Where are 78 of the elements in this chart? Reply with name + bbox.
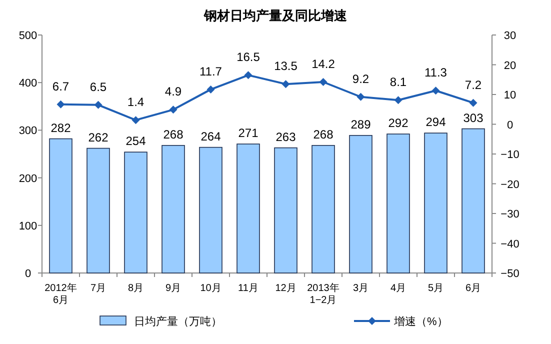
data-label: 282 <box>50 120 72 135</box>
data-label: 4.9 <box>164 84 182 99</box>
x-tick-label: 12月 <box>275 283 296 294</box>
data-label: 11.7 <box>200 64 222 78</box>
x-tick-label: 11月 <box>238 283 258 294</box>
data-label: 254 <box>126 134 146 148</box>
x-tick-label: 2013年 1−2月 <box>307 282 340 306</box>
data-label: 294 <box>426 115 446 130</box>
data-label: 268 <box>313 127 334 142</box>
data-label: 1.4 <box>127 95 144 110</box>
legend-label: 增速（%） <box>393 315 448 328</box>
data-label: 16.5 <box>236 50 260 64</box>
x-tick-label: 4月 <box>390 283 406 294</box>
data-label: 11.3 <box>424 66 448 80</box>
bar <box>424 132 448 274</box>
bar <box>49 138 72 274</box>
point <box>469 98 478 107</box>
bar <box>274 147 298 274</box>
x-tick-label: 10月 <box>200 283 222 294</box>
x-tick-label: 7月 <box>90 283 106 294</box>
point <box>94 100 102 109</box>
y2-tick-label: −40 <box>500 238 520 250</box>
x-tick-label: 8月 <box>128 283 144 294</box>
bar <box>386 134 410 274</box>
legend-label: 日均产量（万吨） <box>134 315 222 328</box>
bar <box>312 145 335 274</box>
bar <box>349 135 372 274</box>
y-tick-label: 100 <box>18 220 38 232</box>
data-label: 9.2 <box>352 72 370 86</box>
point <box>356 92 365 101</box>
y-tick-label: 300 <box>18 125 38 138</box>
chart-title: 钢材日均产量及同比增速 <box>203 8 348 23</box>
data-label: 292 <box>388 116 409 130</box>
y2-tick-label: −30 <box>500 208 520 220</box>
data-label: 8.1 <box>390 75 407 90</box>
point <box>206 85 215 94</box>
y2-tick-label: 10 <box>504 90 516 102</box>
x-tick-label: 9月 <box>165 283 182 294</box>
y-tick-label: 500 <box>18 30 38 42</box>
y2-tick-label: −50 <box>500 268 520 280</box>
bar <box>236 144 260 274</box>
bar <box>199 146 222 274</box>
bar <box>462 128 485 274</box>
point <box>394 96 402 104</box>
data-label: 289 <box>350 117 372 132</box>
y2-tick-label: 20 <box>504 60 516 72</box>
data-label: 262 <box>88 130 109 144</box>
y-tick-label: 200 <box>18 172 38 185</box>
point <box>432 86 440 95</box>
data-label: 268 <box>163 127 184 142</box>
data-label: 264 <box>200 129 222 144</box>
x-tick-label: 5月 <box>428 283 444 294</box>
data-label: 303 <box>463 110 484 125</box>
x-tick-label: 6月 <box>465 283 482 294</box>
data-label: 14.2 <box>312 57 336 72</box>
point <box>169 106 178 114</box>
point <box>282 80 290 88</box>
point <box>244 71 252 80</box>
data-label: 6.7 <box>52 79 70 94</box>
bar <box>124 152 148 274</box>
y2-tick-label: 30 <box>504 30 516 42</box>
data-label: 6.5 <box>90 80 107 94</box>
point <box>56 100 65 108</box>
point <box>319 78 328 86</box>
x-tick-label: 3月 <box>352 283 369 294</box>
point <box>132 116 140 124</box>
data-label: 271 <box>238 126 259 140</box>
bar <box>162 145 185 274</box>
y-tick-label: 0 <box>24 268 32 280</box>
data-label: 7.2 <box>464 78 482 92</box>
y2-tick-label: 0 <box>506 119 514 132</box>
y2-tick-label: −20 <box>500 178 520 191</box>
x-tick-label: 2012年 6月 <box>44 282 77 306</box>
y2-tick-label: −10 <box>500 149 520 161</box>
y-tick-label: 400 <box>18 78 38 90</box>
data-label: 13.5 <box>274 59 298 74</box>
data-label: 263 <box>276 130 296 144</box>
bar <box>86 148 110 274</box>
